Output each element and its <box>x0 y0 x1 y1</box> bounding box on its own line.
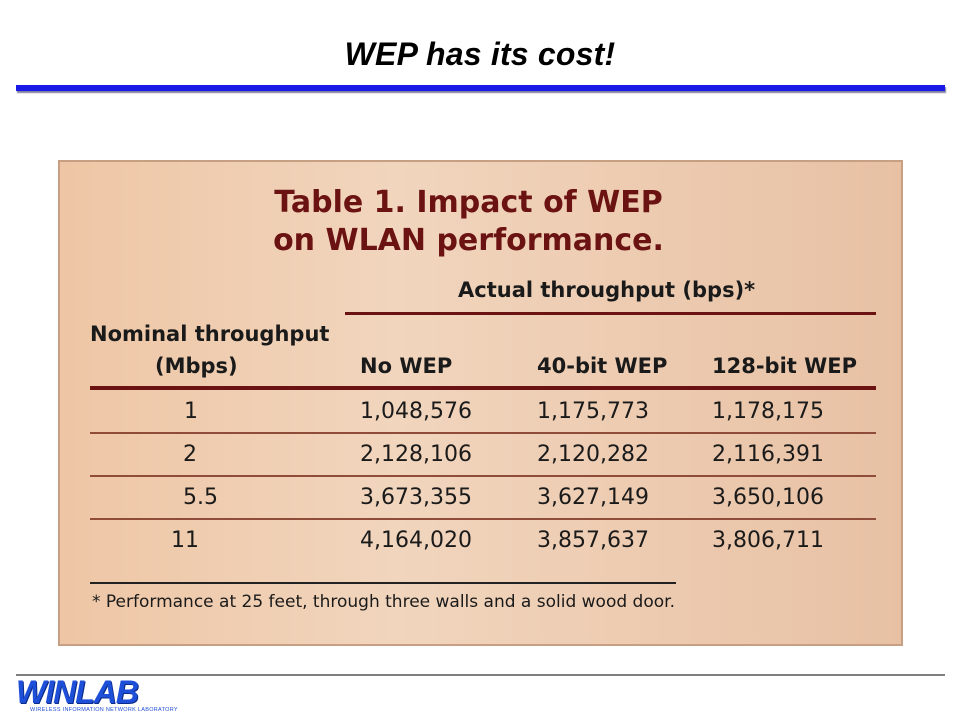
logo-subtitle: WIRELESS INFORMATION NETWORK LABORATORY <box>30 707 178 713</box>
table-title-line-1: Table 1. Impact of WEP <box>274 185 663 220</box>
table-figure: Table 1. Impact of WEP on WLAN performan… <box>58 160 903 646</box>
no-wep-cell: 2,128,106 <box>360 442 472 467</box>
nominal-cell: 2 <box>183 442 197 467</box>
footer-rule <box>16 674 945 676</box>
group-header-rule <box>345 312 876 315</box>
logo-wordmark: WINLAB <box>16 674 139 710</box>
nominal-cell: 1 <box>184 399 198 424</box>
table-row: 2 2,128,106 2,120,282 2,116,391 <box>60 434 905 476</box>
wep40-cell: 2,120,282 <box>537 442 649 467</box>
table-title-line-2: on WLAN performance. <box>273 223 664 258</box>
winlab-logo: WINLAB WIRELESS INFORMATION NETWORK LABO… <box>16 674 178 716</box>
slide-title: WEP has its cost! <box>344 36 616 72</box>
table-row: 11 4,164,020 3,857,637 3,806,711 <box>60 520 905 562</box>
table-row: 1 1,048,576 1,175,773 1,178,175 <box>60 391 905 433</box>
actual-throughput-header: Actual throughput (bps)* <box>458 278 756 302</box>
nominal-cell: 5.5 <box>183 485 218 510</box>
wep128-cell: 1,178,175 <box>712 399 824 424</box>
footnote-rule <box>90 582 676 584</box>
wep128-cell: 3,806,711 <box>712 528 824 553</box>
row-divider <box>90 475 876 477</box>
column-header-no-wep: No WEP <box>360 354 453 378</box>
no-wep-cell: 4,164,020 <box>360 528 472 553</box>
wep128-cell: 2,116,391 <box>712 442 824 467</box>
column-header-128bit-wep: 128-bit WEP <box>712 354 858 378</box>
footnote: * Performance at 25 feet, through three … <box>92 592 675 612</box>
no-wep-cell: 3,673,355 <box>360 485 472 510</box>
wep40-cell: 3,627,149 <box>537 485 649 510</box>
title-underline <box>16 85 945 91</box>
row-divider <box>90 432 876 434</box>
header-rule <box>90 386 876 390</box>
row-divider <box>90 518 876 520</box>
nominal-unit-header: (Mbps) <box>155 354 238 378</box>
wep128-cell: 3,650,106 <box>712 485 824 510</box>
no-wep-cell: 1,048,576 <box>360 399 472 424</box>
table-row: 5.5 3,673,355 3,627,149 3,650,106 <box>60 477 905 519</box>
wep40-cell: 1,175,773 <box>537 399 649 424</box>
column-header-40bit-wep: 40-bit WEP <box>537 354 668 378</box>
wep40-cell: 3,857,637 <box>537 528 649 553</box>
nominal-throughput-header: Nominal throughput <box>90 322 330 346</box>
nominal-cell: 11 <box>171 528 199 553</box>
